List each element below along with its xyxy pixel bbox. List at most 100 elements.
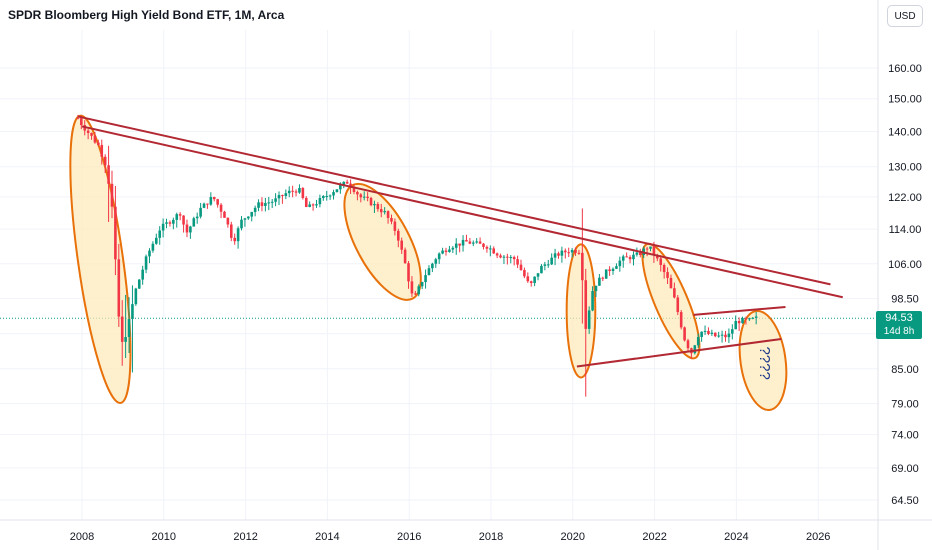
candle[interactable] [441, 247, 444, 255]
candle[interactable] [103, 154, 107, 174]
ellipse-drawing[interactable] [58, 113, 143, 406]
candle[interactable] [499, 253, 502, 259]
candle[interactable] [379, 203, 383, 218]
candle[interactable] [335, 189, 339, 193]
candle[interactable] [362, 191, 366, 201]
candle[interactable] [178, 212, 182, 221]
candle[interactable] [328, 194, 332, 200]
candle[interactable] [669, 274, 673, 289]
candle[interactable] [529, 280, 533, 287]
candle[interactable] [373, 200, 376, 213]
candle[interactable] [260, 197, 264, 212]
candle[interactable] [110, 170, 114, 219]
candle[interactable] [192, 216, 196, 227]
candle[interactable] [461, 235, 465, 252]
candle[interactable] [301, 187, 305, 200]
candle[interactable] [717, 331, 720, 338]
candle[interactable] [294, 189, 298, 197]
candle[interactable] [608, 266, 611, 276]
candle[interactable] [127, 297, 131, 354]
currency-button[interactable]: USD [887, 5, 923, 27]
candle[interactable] [703, 325, 707, 335]
candle[interactable] [124, 294, 127, 359]
candle[interactable] [489, 245, 492, 257]
candle[interactable] [291, 185, 294, 198]
candle[interactable] [444, 247, 448, 256]
candle[interactable] [570, 248, 574, 258]
candle[interactable] [229, 221, 233, 242]
candle[interactable] [219, 203, 223, 219]
candle[interactable] [407, 261, 410, 289]
ellipse-drawing[interactable] [734, 308, 792, 413]
trendline[interactable] [77, 115, 831, 286]
candle[interactable] [635, 247, 639, 257]
candle[interactable] [226, 217, 230, 228]
candle[interactable] [250, 211, 254, 222]
candle[interactable] [458, 243, 461, 253]
trendline[interactable] [693, 305, 786, 316]
candle[interactable] [298, 184, 301, 194]
candle[interactable] [243, 217, 247, 227]
candle[interactable] [270, 198, 274, 209]
candle[interactable] [315, 199, 318, 208]
candle[interactable] [591, 286, 594, 312]
candle[interactable] [356, 190, 359, 201]
candle[interactable] [212, 196, 216, 202]
candle[interactable] [311, 203, 315, 211]
candle[interactable] [206, 203, 209, 209]
candle[interactable] [359, 193, 363, 203]
candle[interactable] [189, 225, 192, 239]
candle[interactable] [621, 254, 625, 268]
candle[interactable] [683, 326, 686, 342]
candle[interactable] [628, 255, 632, 264]
candle[interactable] [195, 212, 199, 224]
candle[interactable] [403, 247, 407, 264]
candle[interactable] [420, 281, 424, 290]
candle[interactable] [274, 193, 277, 207]
candle[interactable] [485, 245, 489, 253]
candle[interactable] [567, 247, 571, 257]
candle[interactable] [686, 338, 690, 353]
candle[interactable] [182, 215, 185, 233]
candle[interactable] [615, 263, 618, 270]
candle[interactable] [175, 212, 179, 228]
candle[interactable] [512, 255, 516, 266]
candle[interactable] [696, 333, 700, 348]
candle[interactable] [649, 246, 652, 252]
candle[interactable] [151, 241, 155, 253]
candle[interactable] [594, 285, 598, 298]
ellipse-drawing[interactable] [329, 173, 436, 311]
candle[interactable] [155, 233, 158, 245]
candle[interactable] [437, 252, 441, 264]
candle[interactable] [659, 255, 663, 272]
candle[interactable] [666, 267, 669, 284]
candle[interactable] [751, 317, 755, 320]
candle[interactable] [107, 145, 110, 222]
candle[interactable] [550, 253, 553, 266]
candle[interactable] [144, 254, 148, 274]
candle[interactable] [662, 263, 666, 279]
candle[interactable] [502, 254, 506, 265]
candle[interactable] [393, 218, 397, 236]
candle[interactable] [240, 216, 243, 231]
candle[interactable] [744, 316, 748, 325]
candle[interactable] [581, 208, 584, 324]
candle[interactable] [598, 273, 601, 286]
candle[interactable] [495, 252, 499, 259]
candle[interactable] [618, 256, 622, 272]
candle[interactable] [424, 269, 427, 289]
candle[interactable] [468, 237, 472, 245]
candle[interactable] [287, 186, 291, 198]
candle[interactable] [710, 329, 714, 336]
candle[interactable] [199, 202, 202, 219]
candle[interactable] [284, 189, 288, 200]
candle[interactable] [707, 327, 710, 336]
candle[interactable] [509, 255, 513, 264]
candle[interactable] [574, 247, 577, 256]
trendline[interactable] [576, 337, 782, 368]
candle[interactable] [366, 192, 369, 202]
candle[interactable] [676, 294, 680, 316]
candle[interactable] [492, 246, 496, 255]
candle[interactable] [451, 246, 455, 253]
candle[interactable] [202, 202, 206, 209]
